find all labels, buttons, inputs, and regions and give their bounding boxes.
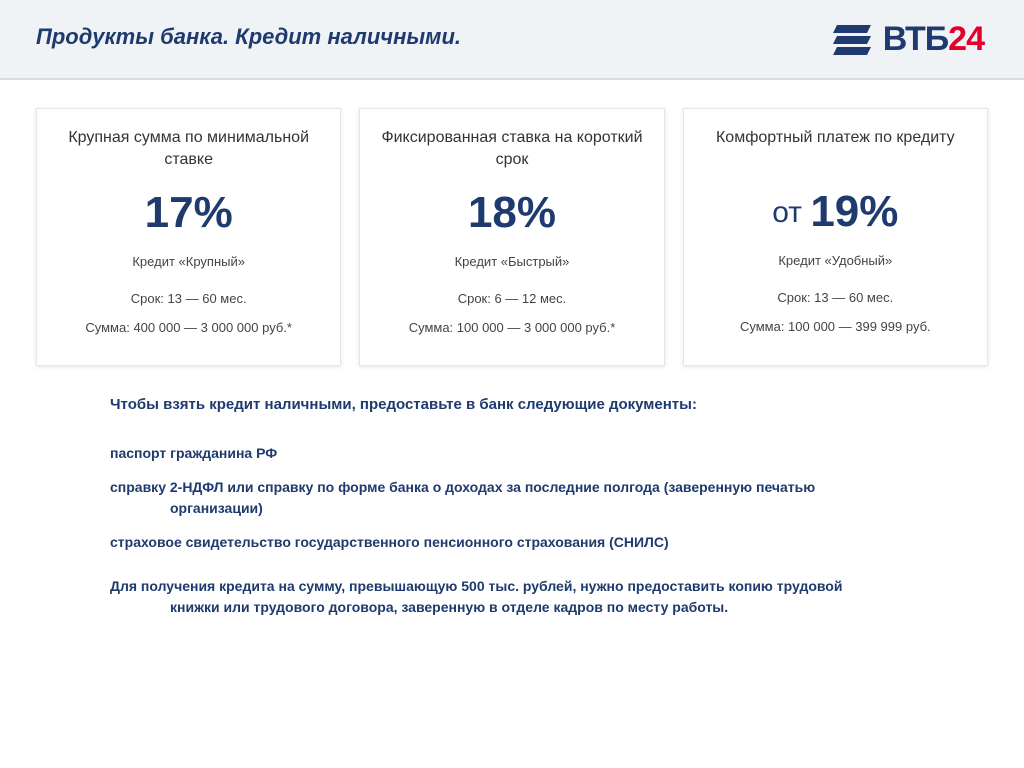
rate-value: 17% — [145, 188, 233, 237]
card-heading: Фиксированная ставка на короткий срок — [374, 127, 649, 170]
card-heading: Крупная сумма по минимальной ставке — [51, 127, 326, 170]
card-product-name: Кредит «Удобный» — [698, 253, 973, 268]
product-card: Комфортный платеж по кредиту от 19% Кред… — [683, 108, 988, 366]
header-bar: Продукты банка. Кредит наличными. ВТБ24 — [0, 0, 1024, 80]
docs-item-line1: паспорт гражданина РФ — [110, 445, 277, 461]
docs-item: паспорт гражданина РФ — [110, 443, 988, 463]
card-sum: Сумма: 400 000 — 3 000 000 руб.* — [51, 320, 326, 335]
logo: ВТБ24 — [833, 20, 984, 59]
card-rate: 18% — [374, 188, 649, 238]
documents-section: Чтобы взять кредит наличными, предоставь… — [0, 366, 1024, 617]
docs-item: справку 2-НДФЛ или справку по форме банк… — [110, 477, 988, 518]
docs-note-line2: книжки или трудового договора, заверенну… — [110, 597, 988, 617]
cards-row: Крупная сумма по минимальной ставке 17% … — [0, 80, 1024, 366]
rate-prefix: от — [772, 196, 810, 229]
card-rate: 17% — [51, 188, 326, 238]
vtb-logo-icon — [833, 23, 873, 57]
product-card: Крупная сумма по минимальной ставке 17% … — [36, 108, 341, 366]
docs-note: Для получения кредита на сумму, превышаю… — [110, 576, 988, 617]
rate-value: 19% — [810, 187, 898, 236]
card-rate: от 19% — [698, 187, 973, 237]
card-sum: Сумма: 100 000 — 3 000 000 руб.* — [374, 320, 649, 335]
card-product-name: Кредит «Крупный» — [51, 254, 326, 269]
card-term: Срок: 13 — 60 мес. — [698, 290, 973, 305]
docs-note-line1: Для получения кредита на сумму, превышаю… — [110, 578, 842, 594]
card-product-name: Кредит «Быстрый» — [374, 254, 649, 269]
logo-text-vtb: ВТБ — [883, 20, 948, 58]
card-heading: Комфортный платеж по кредиту — [698, 127, 973, 169]
rate-value: 18% — [468, 188, 556, 237]
docs-item-line1: справку 2-НДФЛ или справку по форме банк… — [110, 479, 815, 495]
docs-intro: Чтобы взять кредит наличными, предоставь… — [110, 396, 988, 413]
logo-text: ВТБ24 — [883, 20, 984, 59]
docs-item-line1: страховое свидетельство государственного… — [110, 534, 669, 550]
card-sum: Сумма: 100 000 — 399 999 руб. — [698, 319, 973, 334]
docs-list: паспорт гражданина РФ справку 2-НДФЛ или… — [110, 443, 988, 552]
docs-item-line2: организации) — [110, 498, 988, 518]
card-term: Срок: 6 — 12 мес. — [374, 291, 649, 306]
product-card: Фиксированная ставка на короткий срок 18… — [359, 108, 664, 366]
card-term: Срок: 13 — 60 мес. — [51, 291, 326, 306]
docs-item: страховое свидетельство государственного… — [110, 532, 988, 552]
logo-text-24: 24 — [948, 20, 984, 58]
